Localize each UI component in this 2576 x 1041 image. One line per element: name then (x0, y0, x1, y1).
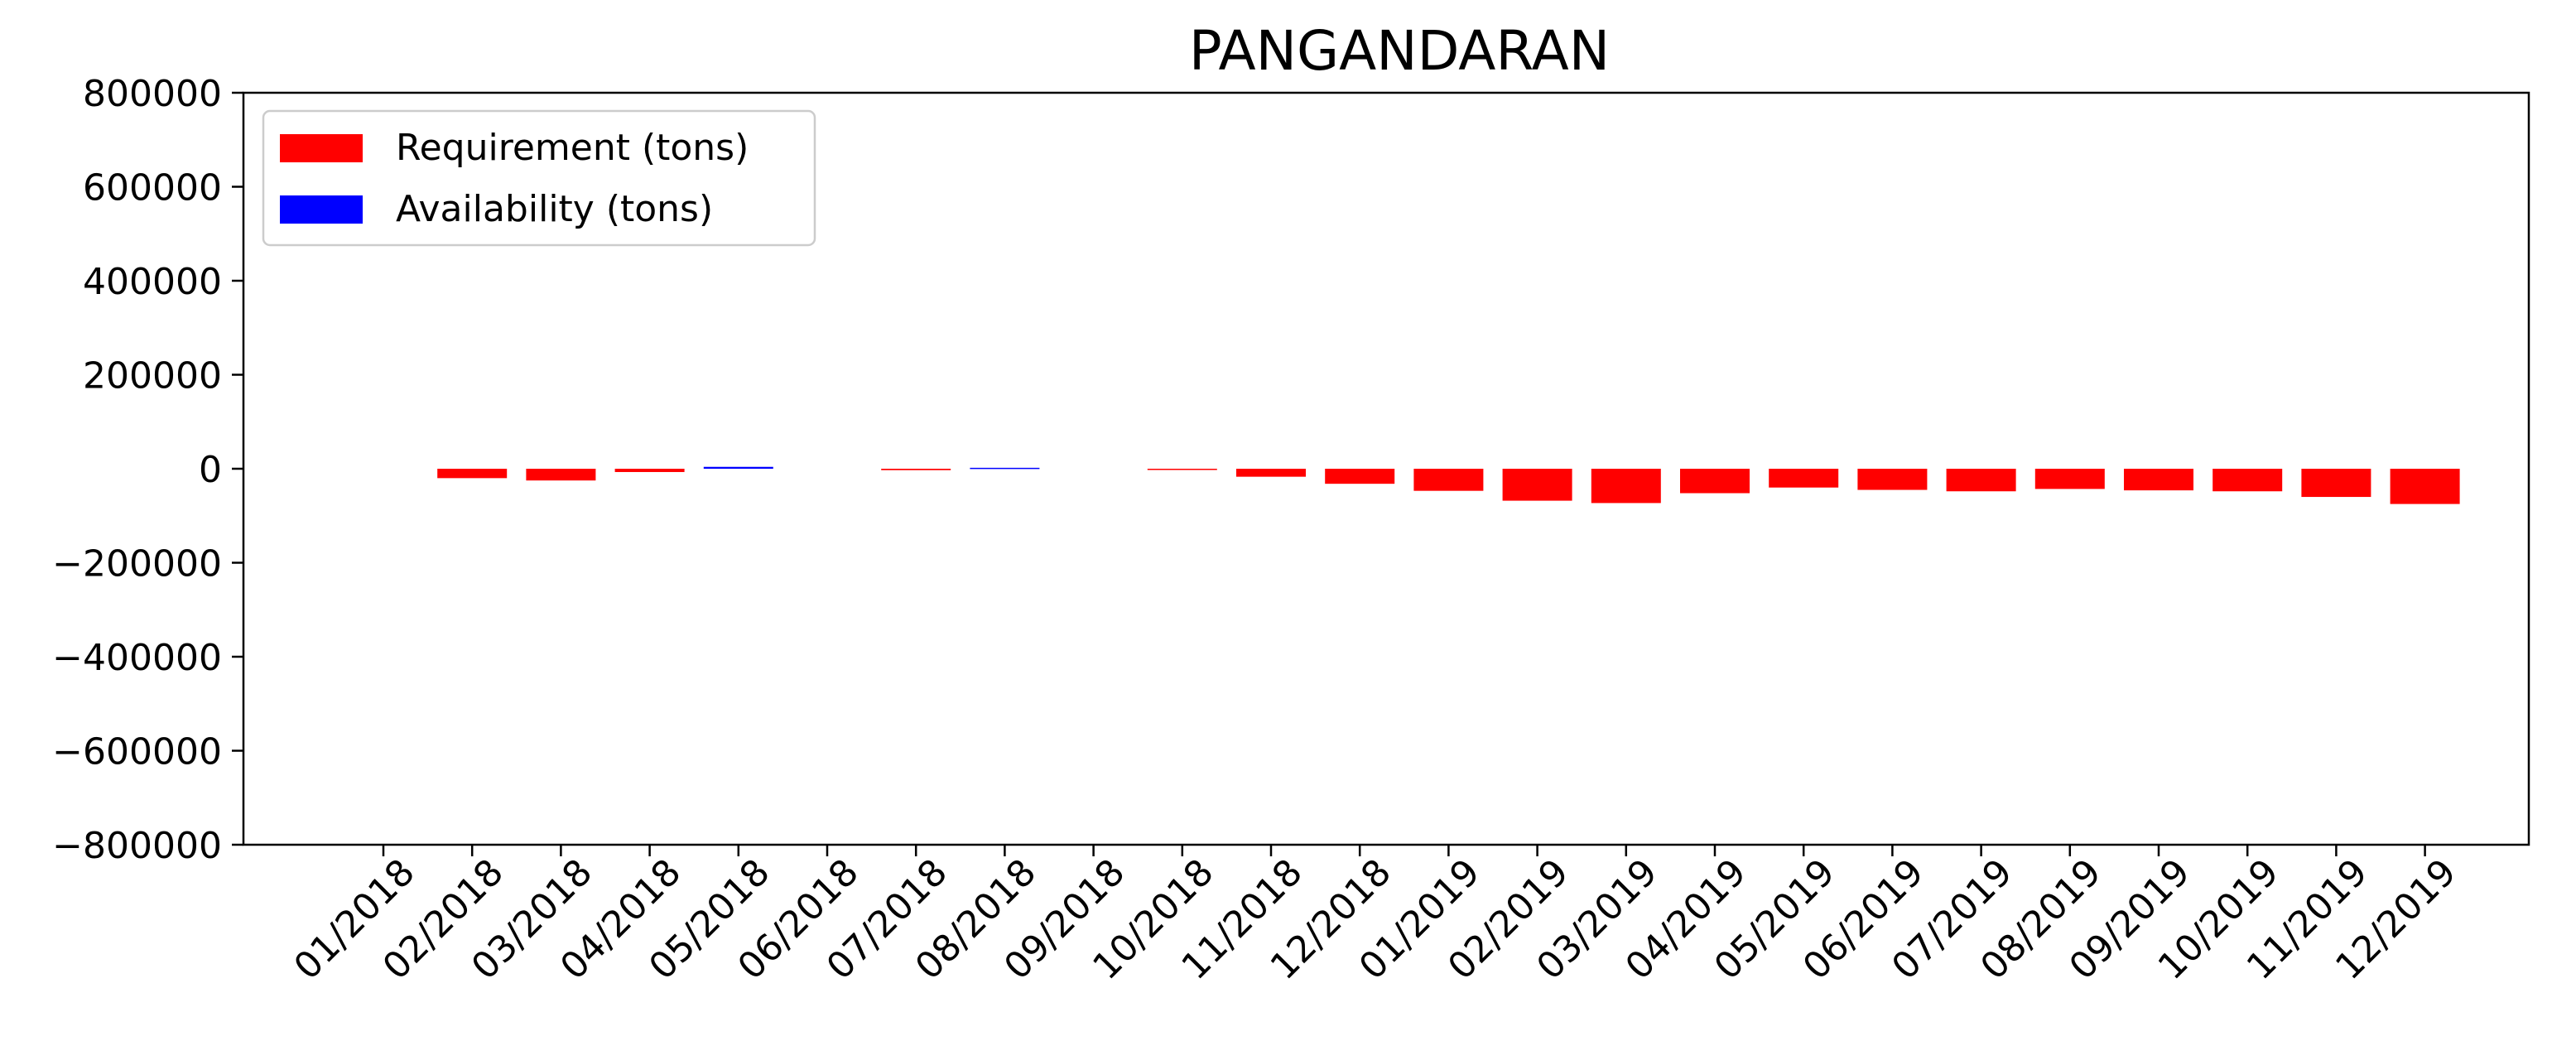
y-tick-label: 200000 (83, 355, 222, 398)
bar-requirement (2390, 469, 2460, 504)
x-axis: 01/201802/201803/201804/201805/201806/20… (286, 845, 2464, 988)
bar-requirement (1147, 469, 1217, 470)
y-tick-label: −200000 (52, 543, 222, 586)
chart-title: PANGANDARAN (1189, 19, 1610, 83)
legend-label-availability: Availability (tons) (396, 188, 713, 230)
legend-swatch-requirement (280, 134, 363, 162)
bars-layer (437, 466, 2460, 504)
bar-requirement (437, 469, 508, 479)
bar-requirement (2034, 469, 2105, 489)
y-tick-label: 400000 (83, 261, 222, 303)
bar-requirement (2212, 469, 2283, 492)
bar-requirement (2301, 469, 2371, 498)
bar-requirement (2124, 469, 2193, 491)
y-tick-label: 800000 (83, 73, 222, 115)
plot-frame (242, 91, 2530, 846)
bar-requirement (1325, 469, 1395, 484)
legend-swatch-availability (280, 195, 363, 224)
bar-requirement (1680, 469, 1750, 494)
bar-requirement (1413, 469, 1484, 491)
bar-requirement (1946, 469, 2016, 492)
bar-requirement (1769, 469, 1839, 488)
y-tick-label: 600000 (83, 167, 222, 210)
legend-label-requirement: Requirement (tons) (396, 127, 749, 169)
bar-requirement (1857, 469, 1928, 490)
y-tick-label: −800000 (52, 825, 222, 867)
legend-box (262, 109, 816, 247)
bar-requirement (1236, 469, 1306, 477)
bar-availability (970, 467, 1040, 470)
bar-requirement (1591, 469, 1661, 504)
bar-availability (703, 466, 773, 469)
bar-requirement (526, 469, 596, 481)
bar-requirement (881, 469, 951, 470)
y-tick-label: 0 (199, 449, 222, 491)
y-tick-label: −400000 (52, 637, 222, 679)
bar-requirement (1502, 469, 1572, 501)
y-axis: 800000 600000 400000 200000 0 −200000 −400000 −… (52, 73, 243, 867)
y-tick-label: −600000 (52, 731, 222, 774)
legend: Requirement (tons) Availability (tons) (262, 109, 816, 247)
bar-requirement (614, 469, 685, 472)
